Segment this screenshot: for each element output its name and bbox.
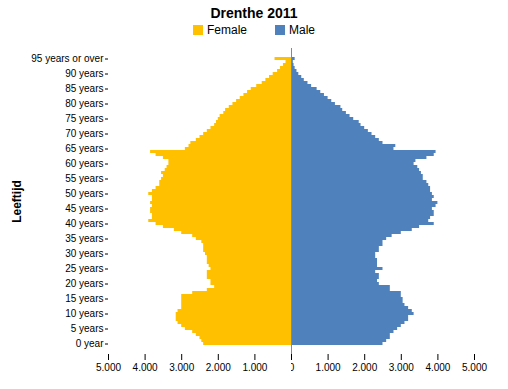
svg-text:95 years or over: 95 years or over: [31, 53, 104, 64]
svg-text:4.000: 4.000: [425, 362, 450, 373]
svg-text:45 years: 45 years: [65, 203, 103, 214]
svg-text:3.000: 3.000: [389, 362, 414, 373]
svg-text:75 years: 75 years: [65, 113, 103, 124]
svg-text:40 years: 40 years: [65, 218, 103, 229]
svg-text:20 years: 20 years: [65, 278, 103, 289]
svg-text:60 years: 60 years: [65, 158, 103, 169]
svg-text:5.000: 5.000: [462, 362, 487, 373]
svg-text:1.000: 1.000: [316, 362, 341, 373]
svg-text:4.000: 4.000: [133, 362, 158, 373]
svg-text:1.000: 1.000: [242, 362, 267, 373]
svg-text:5.000: 5.000: [96, 362, 121, 373]
svg-text:0: 0: [291, 362, 295, 373]
svg-text:90 years: 90 years: [65, 68, 103, 79]
svg-text:30 years: 30 years: [65, 248, 103, 259]
svg-text:70 years: 70 years: [65, 128, 103, 139]
svg-text:55 years: 55 years: [65, 173, 103, 184]
svg-text:50 years: 50 years: [65, 188, 103, 199]
svg-text:5 years: 5 years: [71, 323, 104, 334]
svg-text:15 years: 15 years: [65, 293, 103, 304]
svg-text:35 years: 35 years: [65, 233, 103, 244]
svg-text:Leeftijd: Leeftijd: [10, 180, 24, 223]
svg-text:0 year: 0 year: [76, 338, 104, 349]
svg-text:2.000: 2.000: [352, 362, 377, 373]
html-text:Female: Female: [207, 23, 247, 37]
svg-text:85 years: 85 years: [65, 83, 103, 94]
svg-text:25 years: 25 years: [65, 263, 103, 274]
svg-text:3.000: 3.000: [169, 362, 194, 373]
html-text:Drenthe 2011: Drenthe 2011: [210, 5, 298, 21]
html-text:Male: Male: [289, 23, 315, 37]
svg-text:2.000: 2.000: [206, 362, 231, 373]
svg-text:65 years: 65 years: [65, 143, 103, 154]
svg-text:10 years: 10 years: [65, 308, 103, 319]
svg-text:80 years: 80 years: [65, 98, 103, 109]
